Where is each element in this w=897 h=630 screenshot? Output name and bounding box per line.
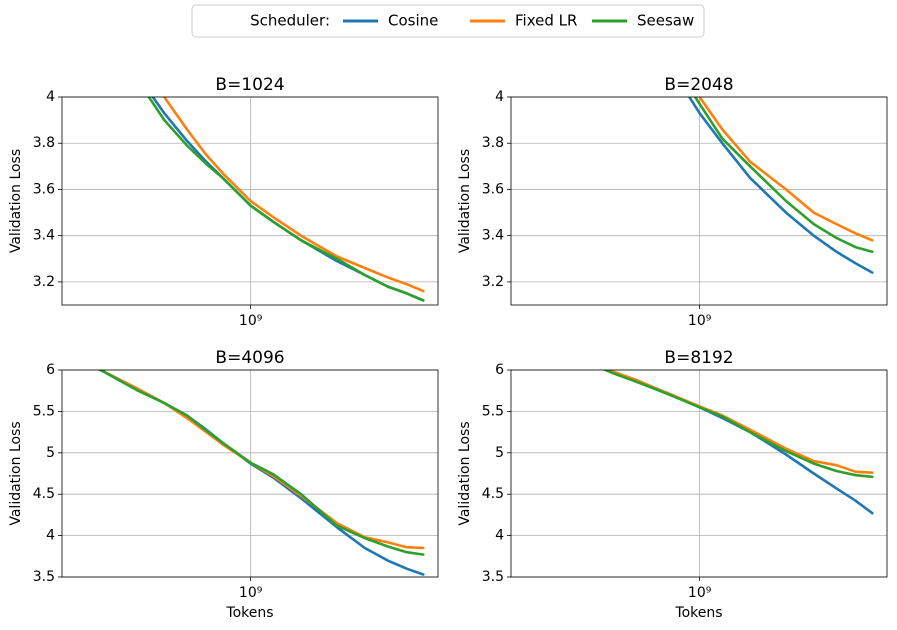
series-line xyxy=(162,97,425,293)
y-tick-label: 4 xyxy=(46,528,55,544)
subplot-title: B=8192 xyxy=(664,348,733,368)
y-axis-label: Validation Loss xyxy=(457,149,473,253)
subplot: 3.2 3.4 3.6 3.8 4 10⁹ B=1024 Validation Loss xyxy=(8,75,439,329)
legend-label: Seesaw xyxy=(637,12,694,30)
y-tick-label: 3.5 xyxy=(482,569,504,585)
axes-frame xyxy=(61,96,439,306)
y-tick-label: 3.2 xyxy=(33,274,55,290)
y-tick-label: 3.6 xyxy=(33,181,55,197)
y-tick-label: 4 xyxy=(46,89,55,105)
y-tick-label: 3.6 xyxy=(482,181,504,197)
subplot-title: B=4096 xyxy=(215,348,284,368)
legend-label: Fixed LR xyxy=(515,12,577,30)
series-line xyxy=(602,370,874,479)
axes-frame xyxy=(61,369,439,578)
y-axis-label: Validation Loss xyxy=(457,421,473,525)
axes-frame xyxy=(510,369,888,578)
y-tick-label: 4.5 xyxy=(482,486,504,502)
series-line xyxy=(693,97,874,254)
y-tick-label: 5.5 xyxy=(482,403,504,419)
legend-box xyxy=(191,4,705,38)
series-line xyxy=(147,97,425,302)
y-tick-label: 5.5 xyxy=(33,403,55,419)
y-tick-label: 3.8 xyxy=(482,135,504,151)
x-tick-label: 10⁹ xyxy=(239,313,263,329)
subplot: 3.5 4 4.5 5 5.5 6 10⁹ B=4096 Validation Loss Toke… xyxy=(8,348,439,621)
x-tick-label: 10⁹ xyxy=(688,313,712,329)
y-tick-label: 5 xyxy=(495,445,504,461)
y-tick-label: 3.8 xyxy=(33,135,55,151)
axes-frame xyxy=(510,96,888,306)
series-line xyxy=(687,97,874,274)
y-tick-label: 4 xyxy=(495,89,504,105)
y-tick-label: 3.2 xyxy=(482,274,504,290)
series-line xyxy=(96,370,425,556)
y-tick-label: 3.5 xyxy=(33,569,55,585)
legend-label: Cosine xyxy=(388,12,438,30)
y-axis-label: Validation Loss xyxy=(8,149,24,253)
y-axis-label: Validation Loss xyxy=(8,421,24,525)
x-tick-label: 10⁹ xyxy=(239,585,263,601)
x-axis-label: Tokens xyxy=(225,605,273,621)
y-tick-label: 4.5 xyxy=(33,486,55,502)
y-tick-label: 3.4 xyxy=(482,228,504,244)
y-tick-label: 6 xyxy=(46,362,55,378)
y-tick-label: 6 xyxy=(495,362,504,378)
x-axis-label: Tokens xyxy=(674,605,722,621)
y-tick-label: 3.4 xyxy=(33,228,55,244)
subplot-title: B=2048 xyxy=(664,75,733,95)
subplot: 3.5 4 4.5 5 5.5 6 10⁹ B=8192 Validation Loss Toke… xyxy=(457,348,888,621)
y-tick-label: 5 xyxy=(46,445,55,461)
legend-title: Scheduler: xyxy=(250,12,330,30)
subplot-title: B=1024 xyxy=(215,75,284,95)
series-line xyxy=(698,97,874,242)
y-tick-label: 4 xyxy=(495,528,504,544)
x-tick-label: 10⁹ xyxy=(688,585,712,601)
subplot: 3.2 3.4 3.6 3.8 4 10⁹ B=2048 Validation Loss xyxy=(457,75,888,329)
